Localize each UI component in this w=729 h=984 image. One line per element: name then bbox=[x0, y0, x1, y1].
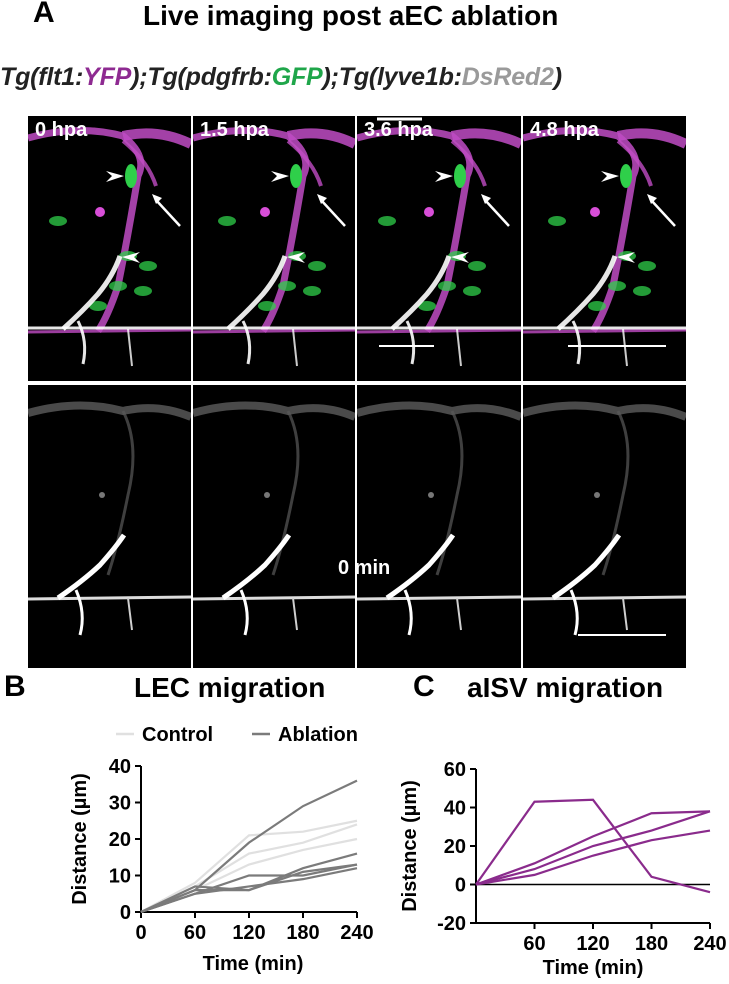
lyve1b-image-tile bbox=[193, 385, 355, 668]
genotype-segment: DsRed2 bbox=[461, 63, 554, 91]
ablation-series-line bbox=[140, 852, 358, 913]
timepoint-label: 0 hpa bbox=[35, 119, 88, 141]
panel-a-title: Live imaging post aEC ablation bbox=[143, 0, 559, 31]
timepoint-label: 1.5 hpa bbox=[200, 119, 269, 141]
y-tick-label: 40 bbox=[444, 798, 466, 820]
y-tick-label: 0 bbox=[455, 875, 466, 897]
lyve1b-image-tile bbox=[523, 385, 686, 668]
genotype-label: Tg(flt1:YFP);Tg(pdgfrb:GFP);Tg(lyve1b:Ds… bbox=[0, 63, 562, 92]
genotype-segment: Tg(flt1: bbox=[0, 63, 84, 91]
series-line bbox=[475, 810, 711, 886]
x-tick-label: 240 bbox=[340, 922, 373, 944]
control-series-line bbox=[140, 819, 358, 913]
y-tick-label: 20 bbox=[444, 836, 466, 858]
x-tick-label: 180 bbox=[635, 933, 668, 955]
genotype-segment: YFP bbox=[83, 63, 132, 91]
genotype-segment: ) bbox=[553, 63, 562, 91]
lec-migration-chart: 0 10 20 30 40 0 60 120 180 240 Time (min) Distance … bbox=[69, 724, 374, 975]
merged-image-tile: 4.8 hpa bbox=[523, 116, 686, 381]
genotype-segment: );Tg(lyve1b: bbox=[322, 63, 462, 91]
y-axis-label: Distance (µm) bbox=[400, 780, 421, 912]
series-line bbox=[475, 829, 711, 886]
ablation-series-line bbox=[140, 863, 358, 914]
merged-image-tile: 3.6 hpa bbox=[357, 116, 521, 381]
series-line bbox=[475, 810, 711, 886]
y-tick-label: 20 bbox=[109, 829, 131, 851]
series-line bbox=[475, 798, 711, 894]
y-tick-label: 60 bbox=[444, 759, 466, 781]
legend-label: Control bbox=[142, 724, 213, 746]
x-axis-label: Time (min) bbox=[543, 957, 644, 979]
x-tick-label: 60 bbox=[184, 922, 206, 944]
timestamp-label: 0 min bbox=[338, 557, 391, 579]
x-tick-label: 60 bbox=[523, 933, 545, 955]
panel-b-title: LEC migration bbox=[134, 672, 326, 703]
panel-a-letter: A bbox=[33, 0, 55, 29]
aisv-migration-chart: -20 0 20 40 60 60 120 180 240 Time (min) Distance … bbox=[400, 759, 727, 979]
x-tick-label: 120 bbox=[576, 933, 609, 955]
merged-image-tile: 1.5 hpa bbox=[193, 116, 355, 381]
legend-label: Ablation bbox=[278, 724, 358, 746]
genotype-segment: );Tg(pdgfrb: bbox=[131, 63, 272, 91]
lyve1b-image-tile bbox=[357, 385, 521, 668]
panel-c-title: aISV migration bbox=[467, 672, 664, 703]
lyve1b-image-tile bbox=[28, 385, 191, 668]
y-tick-label: 10 bbox=[109, 866, 131, 888]
x-tick-label: 0 bbox=[135, 922, 146, 944]
genotype-segment: GFP bbox=[271, 63, 323, 91]
y-axis-label: Distance (µm) bbox=[69, 773, 91, 905]
ablation-series-line bbox=[140, 867, 358, 914]
x-axis-label: Time (min) bbox=[203, 953, 304, 975]
timepoint-label: 4.8 hpa bbox=[530, 119, 599, 141]
ablation-series-line bbox=[140, 863, 358, 914]
y-tick-label: 0 bbox=[120, 902, 131, 924]
x-tick-label: 120 bbox=[232, 922, 265, 944]
y-tick-label: 40 bbox=[109, 756, 131, 778]
y-tick-label: 30 bbox=[109, 793, 131, 815]
panel-c-letter: C bbox=[413, 670, 435, 703]
y-tick-label: -20 bbox=[437, 913, 466, 935]
x-tick-label: 240 bbox=[693, 933, 726, 955]
panel-b-letter: B bbox=[4, 670, 26, 703]
x-tick-label: 180 bbox=[286, 922, 319, 944]
merged-image-tile: 0 hpa bbox=[28, 116, 191, 381]
timepoint-label: 3.6 hpa bbox=[364, 119, 433, 141]
